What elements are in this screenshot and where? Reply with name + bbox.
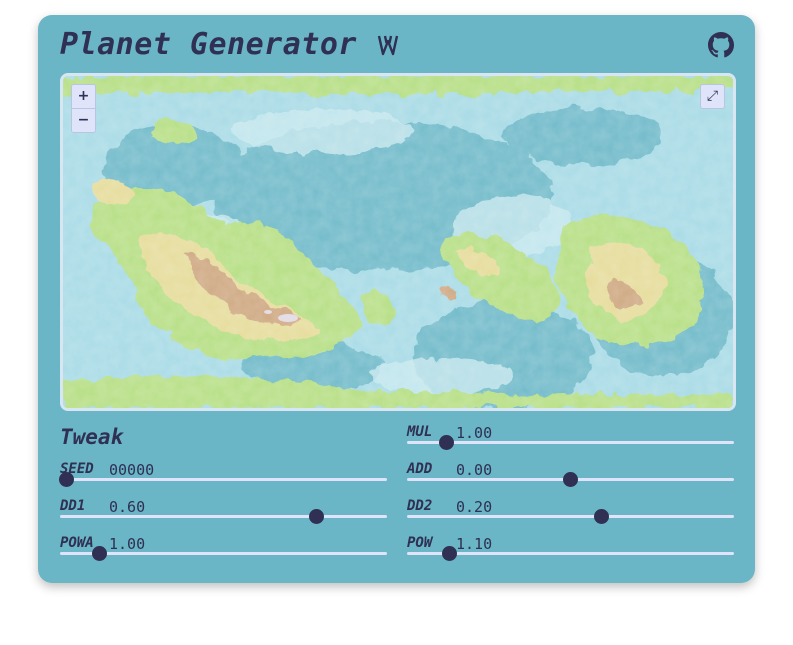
fullscreen-button[interactable]: ⤢	[700, 84, 725, 109]
param-value: 1.00	[456, 424, 493, 442]
param-powa: POWA 1.00	[60, 535, 387, 569]
slider-thumb[interactable]	[91, 546, 107, 561]
terrain-grain	[63, 76, 733, 408]
param-pow: POW 1.10	[407, 535, 734, 569]
slider-thumb[interactable]	[438, 435, 454, 450]
planet-w-logo-icon	[377, 35, 398, 56]
title-text: Planet Generator	[60, 27, 357, 62]
zoom-in-button[interactable]: +	[72, 85, 95, 108]
param-value: 0.60	[109, 498, 146, 516]
planet-terrain-render[interactable]	[63, 76, 733, 408]
slider-track[interactable]	[407, 515, 734, 518]
param-value: 0.20	[456, 498, 493, 516]
slider-track[interactable]	[60, 515, 387, 518]
param-label: MUL	[407, 424, 433, 440]
zoom-out-button[interactable]: −	[72, 108, 95, 132]
param-seed: SEED 00000	[59, 461, 387, 495]
slider-thumb[interactable]	[563, 472, 578, 487]
slider-track[interactable]	[407, 441, 734, 444]
param-label: POW	[407, 535, 433, 551]
param-label: POWA	[60, 535, 94, 551]
param-value: 1.10	[456, 535, 493, 553]
param-label: DD2	[407, 498, 433, 514]
github-icon[interactable]	[708, 32, 734, 58]
zoom-controls: + −	[71, 84, 96, 133]
param-value: 1.00	[109, 535, 146, 553]
param-label: DD1	[60, 498, 86, 514]
param-add: ADD 0.00	[407, 461, 734, 495]
slider-track[interactable]	[407, 552, 734, 555]
slider-thumb[interactable]	[59, 472, 75, 487]
slider-track[interactable]	[60, 552, 387, 555]
param-mul: MUL 1.00	[407, 424, 734, 458]
page-title: Planet Generator	[60, 27, 400, 62]
param-value: 0.00	[456, 461, 493, 479]
param-value: 00000	[109, 461, 155, 479]
slider-thumb[interactable]	[309, 509, 325, 524]
planet-generator-card: Planet Generator	[38, 15, 755, 583]
slider-thumb[interactable]	[442, 546, 457, 561]
planet-map[interactable]: + − ⤢	[60, 73, 736, 411]
param-dd2: DD2 0.20	[407, 498, 734, 532]
param-label: ADD	[407, 461, 433, 477]
slider-track[interactable]	[60, 478, 387, 481]
slider-thumb[interactable]	[594, 509, 610, 524]
tweak-title: Tweak	[60, 425, 124, 449]
param-dd1: DD1 0.60	[60, 498, 387, 532]
